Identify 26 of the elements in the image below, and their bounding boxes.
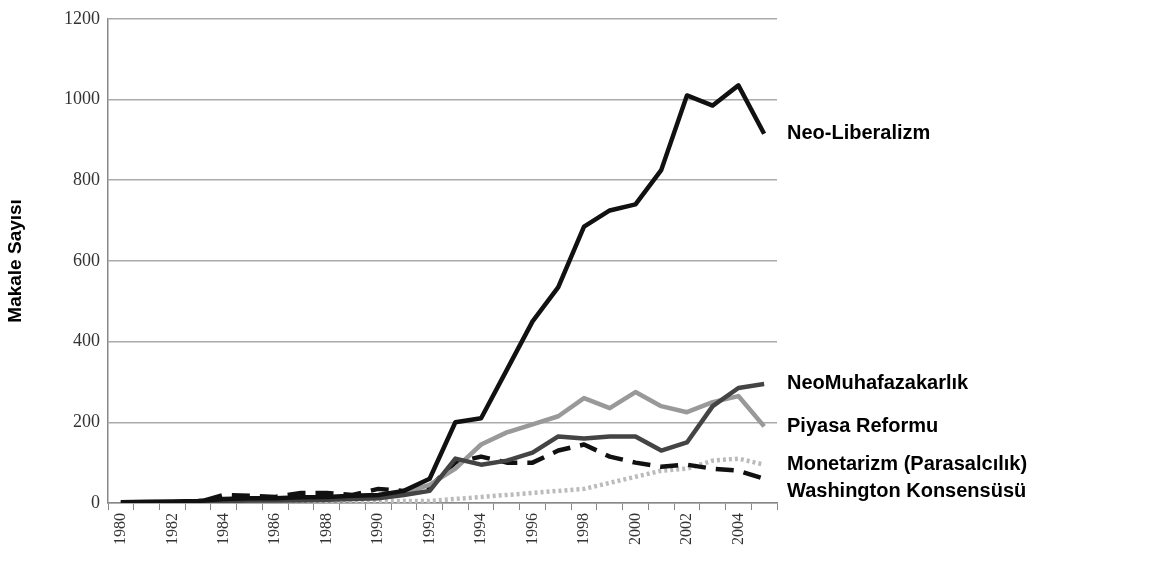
x-tick-label: 1986 — [265, 513, 283, 545]
x-tick-label: 1984 — [213, 513, 231, 545]
y-tick-label: 400 — [73, 330, 100, 351]
x-tick-label: 1990 — [368, 513, 386, 545]
series-label: Monetarizm (Parasalcılık) — [787, 452, 1028, 475]
y-tick-label: 0 — [91, 491, 100, 512]
x-tick-label: 2000 — [625, 513, 643, 545]
y-tick-label: 800 — [73, 168, 100, 189]
x-tick-label: 1988 — [316, 513, 334, 545]
y-tick-label: 200 — [73, 411, 100, 432]
y-tick-label: 1200 — [64, 7, 100, 28]
x-tick-label: 1980 — [111, 513, 129, 545]
x-tick-label: 1994 — [471, 513, 489, 545]
x-tick-label: 2002 — [677, 513, 695, 545]
y-tick-label: 600 — [73, 249, 100, 270]
x-tick-label: 1996 — [522, 513, 540, 545]
y-tick-label: 1000 — [64, 88, 100, 109]
x-tick-label: 1992 — [419, 513, 437, 545]
series-label: Piyasa Reformu — [787, 413, 939, 436]
y-axis-title: Makale Sayısı — [3, 199, 25, 323]
series-label: NeoMuhafazakarlık — [787, 371, 970, 394]
x-tick-label: 1998 — [574, 513, 592, 545]
series-label: Neo-Liberalizm — [787, 121, 931, 144]
x-tick-label: 1982 — [162, 513, 180, 545]
x-tick-label: 2004 — [728, 513, 746, 545]
series-label: Washington Konsensüsü — [787, 479, 1027, 502]
